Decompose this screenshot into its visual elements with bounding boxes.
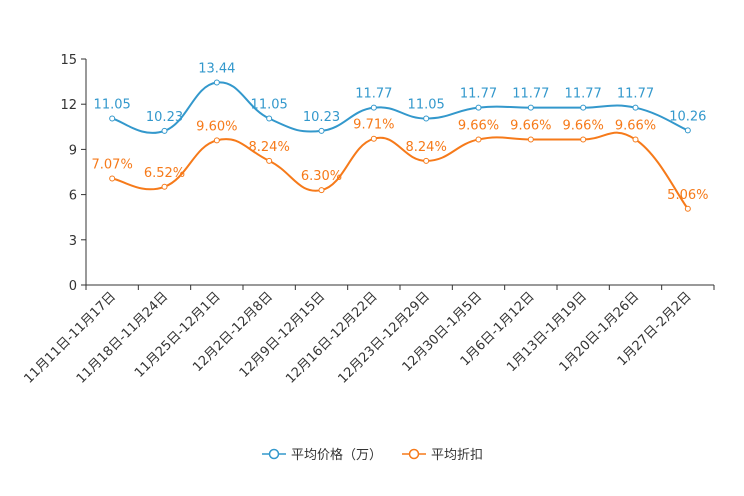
data-label: 11.77 (512, 87, 549, 102)
data-point (580, 136, 587, 143)
data-point (161, 127, 168, 134)
data-label: 9.71% (353, 118, 394, 133)
data-label: 5.06% (667, 188, 708, 203)
data-label: 13.44 (198, 62, 235, 77)
x-tick-label: 11月18日-11月24日 (74, 289, 171, 386)
series-line-1 (111, 131, 689, 210)
data-point (684, 205, 691, 212)
data-label: 9.66% (458, 118, 499, 133)
data-label: 9.60% (196, 119, 237, 134)
data-point (580, 104, 587, 111)
series-labels-group: 11.05 10.23 13.44 11.05 10.23 11.77 11.05 11.77… (92, 62, 709, 203)
data-point (475, 104, 482, 111)
data-label: 11.77 (565, 87, 602, 102)
y-tick-label: 3 (69, 234, 77, 249)
data-point (527, 104, 534, 111)
data-label: 7.07% (92, 157, 133, 172)
data-point (527, 136, 534, 143)
legend-item-0[interactable]: 平均价格（万） (262, 447, 382, 463)
data-label: 6.30% (301, 169, 342, 184)
data-point (423, 115, 430, 122)
data-label: 11.05 (408, 98, 445, 113)
data-label: 9.66% (615, 118, 656, 133)
y-tick-label: 9 (69, 143, 77, 158)
series-points-group (109, 79, 691, 212)
x-tick-label: 11月11日-11月17日 (22, 289, 119, 386)
legend-label: 平均折扣 (431, 448, 483, 463)
data-label: 11.05 (94, 98, 131, 113)
y-tick-label: 0 (69, 279, 77, 294)
data-point (266, 115, 273, 122)
legend-label: 平均价格（万） (291, 447, 382, 463)
data-label: 10.26 (669, 109, 706, 124)
data-label: 11.77 (617, 87, 654, 102)
data-point (370, 135, 377, 142)
x-tick-label: 12月16日-12月22日 (283, 289, 380, 386)
data-label: 10.23 (303, 110, 340, 125)
data-point (109, 175, 116, 182)
y-tick-label: 12 (60, 98, 77, 113)
data-label: 9.66% (563, 118, 604, 133)
x-tick-label: 12月23日-12月29日 (336, 289, 433, 386)
data-point (632, 136, 639, 143)
data-label: 11.77 (460, 87, 497, 102)
data-point (318, 127, 325, 134)
y-tick-label: 15 (60, 53, 77, 68)
data-point (213, 79, 220, 86)
data-point (475, 136, 482, 143)
data-point (266, 157, 273, 164)
data-point (423, 157, 430, 164)
y-tick-label: 6 (69, 189, 77, 204)
data-point (318, 187, 325, 194)
data-label: 6.52% (144, 166, 185, 181)
data-label: 9.66% (510, 118, 551, 133)
data-point (213, 137, 220, 144)
data-point (161, 183, 168, 190)
data-point (632, 104, 639, 111)
data-label: 11.77 (355, 87, 392, 102)
legend-marker (408, 448, 420, 460)
legend[interactable]: 平均价格（万） 平均折扣 (262, 447, 483, 463)
legend-item-1[interactable]: 平均折扣 (402, 448, 483, 463)
data-label: 8.24% (249, 140, 290, 155)
data-label: 10.23 (146, 110, 183, 125)
data-point (370, 104, 377, 111)
legend-marker (268, 448, 280, 460)
data-point (684, 127, 691, 134)
data-label: 8.24% (406, 140, 447, 155)
data-label: 11.05 (251, 98, 288, 113)
data-point (109, 115, 116, 122)
